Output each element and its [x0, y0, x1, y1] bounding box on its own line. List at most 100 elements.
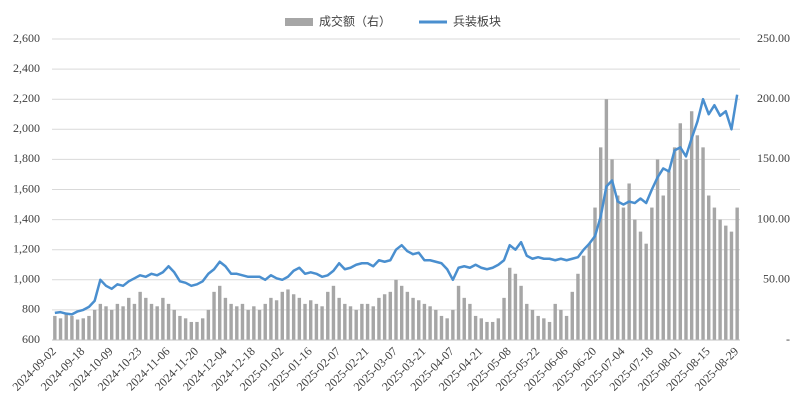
bar: [439, 315, 444, 340]
bar: [206, 309, 211, 340]
y2-tick-label: 250.00: [757, 31, 790, 45]
bar: [314, 303, 319, 340]
bar: [462, 297, 466, 340]
y-tick-label: 1,400: [13, 211, 40, 225]
bar: [172, 309, 176, 340]
bar: [286, 289, 290, 340]
bar: [166, 303, 171, 340]
bar: [576, 273, 580, 340]
bar: [326, 291, 330, 340]
y-tick-label: 1,800: [13, 151, 40, 165]
bar: [81, 318, 85, 340]
bar: [371, 306, 375, 340]
y2-tick-label: 150.00: [757, 151, 790, 165]
bar: [650, 207, 654, 340]
bar: [240, 303, 245, 340]
bar: [445, 318, 449, 340]
bar: [297, 297, 302, 340]
bar: [195, 321, 199, 340]
bar: [320, 306, 324, 340]
bar: [718, 219, 722, 340]
bar: [121, 306, 125, 340]
bar: [331, 285, 336, 340]
bar: [161, 297, 165, 340]
bar: [144, 297, 148, 340]
bar: [593, 207, 597, 340]
y-tick-label: 2,000: [13, 121, 40, 135]
bar: [58, 318, 63, 340]
y-tick-label: 600: [22, 332, 40, 346]
bar: [587, 243, 592, 340]
bar: [348, 306, 353, 340]
bar: [337, 297, 341, 340]
bar: [712, 207, 717, 340]
bar: [689, 111, 694, 341]
bar: [621, 207, 626, 340]
y-tick-label: 2,600: [13, 31, 40, 45]
bar: [178, 315, 182, 340]
bar: [98, 303, 103, 340]
bar: [610, 159, 614, 340]
bar: [644, 243, 648, 340]
bar: [303, 303, 307, 340]
bar: [604, 99, 609, 340]
line: [54, 94, 739, 316]
bar: [479, 318, 483, 340]
bar: [309, 300, 313, 340]
bar: [155, 306, 159, 340]
bar: [553, 303, 557, 340]
bar: [570, 291, 574, 340]
legend-swatch: [285, 18, 313, 26]
bar: [212, 291, 216, 340]
bar: [434, 309, 438, 340]
bar: [132, 303, 137, 340]
bar: [627, 183, 631, 340]
bar: [559, 309, 563, 340]
bar: [684, 159, 688, 340]
bar: [252, 306, 256, 340]
y2-tick-label: 50.00: [763, 272, 790, 286]
bar: [382, 294, 387, 340]
bar: [598, 147, 603, 340]
bar: [519, 285, 523, 340]
bar: [138, 291, 142, 340]
bar: [218, 285, 222, 340]
bar: [485, 321, 489, 340]
legend-label: 兵装板块: [453, 15, 501, 29]
bar: [246, 309, 250, 340]
bar: [343, 303, 347, 340]
legend-label: 成交额（右）: [319, 14, 391, 29]
bar: [496, 318, 501, 340]
bar: [53, 315, 57, 340]
bar: [354, 309, 358, 340]
bar: [64, 313, 68, 340]
bar: [581, 255, 586, 340]
y2-tick-label: -: [786, 332, 790, 346]
bar: [104, 306, 108, 340]
y2-tick-label: 200.00: [757, 91, 790, 105]
bar: [616, 195, 620, 340]
bar: [269, 297, 273, 340]
bar: [291, 294, 296, 340]
bar: [502, 297, 506, 340]
bar: [695, 135, 700, 340]
y-tick-label: 1,200: [13, 241, 40, 255]
bar: [115, 303, 120, 340]
bar: [536, 315, 540, 340]
bar: [274, 300, 279, 340]
y-tick-label: 2,200: [13, 91, 40, 105]
bar: [399, 285, 404, 340]
bar: [701, 147, 705, 340]
bar: [564, 315, 569, 340]
bar: [75, 319, 80, 340]
bar: [223, 297, 228, 340]
bar: [411, 297, 415, 340]
bar: [542, 318, 546, 340]
bar: [428, 306, 432, 340]
bar: [678, 123, 683, 340]
y-tick-label: 1,600: [13, 181, 40, 195]
bar: [360, 303, 364, 340]
bar: [280, 291, 284, 340]
bar: [235, 306, 239, 340]
